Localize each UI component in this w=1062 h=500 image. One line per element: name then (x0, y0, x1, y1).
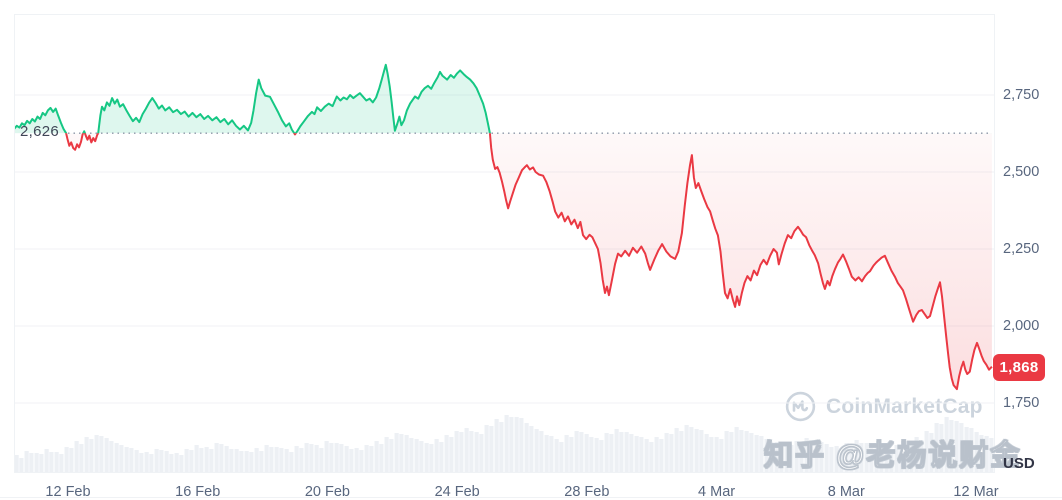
y-axis-label: 2,750 (1003, 87, 1040, 103)
price-line-down (64, 133, 993, 391)
price-line-up (14, 63, 491, 134)
x-axis-label: 28 Feb (564, 484, 610, 500)
y-axis-label: 2,500 (1003, 164, 1040, 180)
area-below-baseline (14, 133, 992, 390)
coinmarketcap-watermark: CoinMarketCap (784, 390, 983, 423)
x-axis-label: 12 Feb (45, 484, 91, 500)
y-axis-label: 1,750 (1003, 395, 1040, 411)
x-axis-label: 4 Mar (698, 484, 736, 500)
x-axis-label: 8 Mar (827, 484, 865, 500)
zhihu-watermark-text: 知乎 @老杨说财金 (763, 439, 1022, 472)
coinmarketcap-watermark-text: CoinMarketCap (826, 394, 983, 418)
area-above-baseline (14, 64, 490, 134)
current-price-badge: 1,868 (993, 353, 1045, 381)
y-axis-label: 2,250 (1003, 241, 1040, 257)
x-axis-label: 20 Feb (304, 484, 350, 500)
coinmarketcap-logo-icon (785, 391, 816, 422)
x-axis-label: 12 Mar (953, 484, 999, 500)
plot-border (14, 14, 995, 473)
x-axis-label: 16 Feb (175, 484, 221, 500)
volume-bars (14, 415, 994, 473)
x-axis-label: 24 Feb (434, 484, 480, 500)
baseline-price-label: 2,626 (20, 123, 60, 140)
y-axis-label: 2,000 (1003, 318, 1040, 334)
currency-label: USD (1003, 455, 1035, 472)
